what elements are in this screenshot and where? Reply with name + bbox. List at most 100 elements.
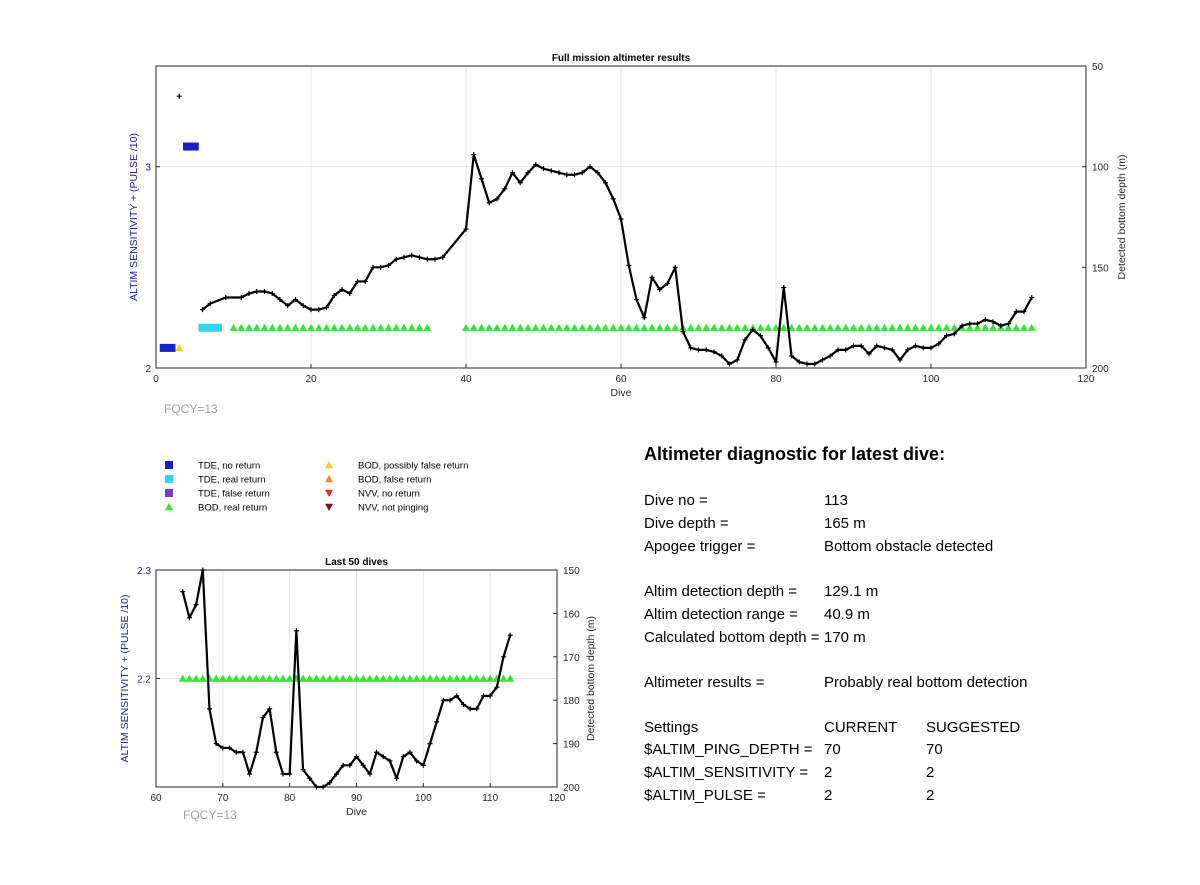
status-marker bbox=[307, 323, 315, 331]
depth-point bbox=[1006, 321, 1011, 327]
legend: TDE, no return TDE, real return TDE, false… bbox=[165, 461, 468, 514]
depth-point bbox=[843, 347, 849, 353]
diag-value: Probably real bottom detection bbox=[824, 674, 1028, 691]
depth-point bbox=[471, 152, 477, 158]
status-marker bbox=[278, 674, 287, 682]
status-marker bbox=[479, 674, 488, 682]
depth-point bbox=[501, 654, 507, 660]
depth-point bbox=[206, 706, 212, 712]
status-marker bbox=[426, 674, 435, 682]
status-marker bbox=[379, 674, 388, 682]
depth-point bbox=[467, 706, 473, 712]
y-tick-label: 2 bbox=[145, 364, 151, 375]
x-tick-label: 40 bbox=[460, 374, 472, 385]
legend-label: TDE, no return bbox=[198, 461, 260, 472]
status-marker bbox=[369, 323, 377, 331]
y2-tick-label: 100 bbox=[1092, 163, 1109, 174]
legend-marker bbox=[325, 489, 333, 497]
status-marker bbox=[376, 323, 385, 331]
status-marker bbox=[942, 323, 951, 331]
legend-label: TDE, real return bbox=[198, 475, 266, 486]
depth-point bbox=[427, 741, 433, 747]
status-marker bbox=[756, 323, 765, 331]
depth-point bbox=[440, 697, 446, 703]
diag-value: 113 bbox=[824, 492, 848, 509]
y-tick-label: 3 bbox=[145, 163, 151, 174]
status-marker bbox=[305, 674, 314, 682]
depth-point bbox=[220, 745, 226, 751]
depth-point bbox=[432, 256, 438, 262]
status-marker bbox=[710, 323, 718, 331]
depth-point bbox=[603, 180, 608, 186]
depth-point bbox=[176, 93, 182, 99]
legend-label: BOD, possibly false return bbox=[358, 461, 468, 472]
status-marker bbox=[965, 323, 974, 331]
depth-point bbox=[347, 291, 353, 297]
y2-tick-label: 150 bbox=[1092, 263, 1109, 274]
legend-marker bbox=[325, 475, 333, 483]
status-marker bbox=[733, 323, 742, 331]
status-marker bbox=[192, 674, 201, 682]
depth-point bbox=[703, 347, 709, 353]
depth-point bbox=[959, 323, 965, 329]
depth-point bbox=[951, 331, 957, 337]
depth-point bbox=[378, 264, 384, 270]
x-tick-label: 0 bbox=[153, 374, 159, 385]
x-tick-label: 90 bbox=[351, 793, 363, 804]
depth-point bbox=[440, 254, 446, 260]
setting-current: 2 bbox=[824, 764, 833, 781]
depth-point bbox=[424, 256, 430, 262]
depth-point bbox=[494, 196, 500, 202]
depth-point bbox=[223, 295, 229, 301]
depth-point bbox=[572, 172, 577, 178]
status-marker bbox=[283, 323, 292, 331]
status-marker bbox=[385, 674, 394, 682]
depth-point bbox=[207, 301, 213, 307]
depth-point bbox=[200, 567, 206, 573]
depth-point bbox=[758, 333, 763, 339]
status-marker bbox=[365, 674, 374, 682]
x-tick-label: 80 bbox=[770, 374, 782, 385]
depth-point bbox=[339, 286, 345, 292]
status-marker bbox=[361, 323, 370, 331]
y2-tick-label: 200 bbox=[563, 783, 580, 794]
status-marker bbox=[325, 674, 334, 682]
status-marker bbox=[359, 674, 368, 682]
status-marker bbox=[419, 674, 428, 682]
setting-suggested: 2 bbox=[926, 787, 935, 804]
depth-point bbox=[454, 693, 460, 699]
depth-point bbox=[380, 754, 386, 760]
depth-point bbox=[355, 278, 360, 284]
depth-point bbox=[556, 170, 562, 176]
status-marker bbox=[601, 323, 610, 331]
depth-point bbox=[254, 288, 260, 294]
status-marker bbox=[539, 323, 548, 331]
status-marker bbox=[779, 323, 788, 331]
diagnostic-panel: Altimeter diagnostic for latest dive: Di… bbox=[644, 444, 1164, 804]
status-marker bbox=[258, 674, 267, 682]
setting-name: $ALTIM_PULSE = bbox=[644, 787, 766, 804]
diag-label: Altim detection depth = bbox=[644, 583, 798, 600]
status-marker bbox=[896, 323, 904, 331]
depth-point bbox=[507, 632, 513, 638]
depth-point bbox=[626, 262, 632, 268]
y2-tick-label: 160 bbox=[563, 609, 580, 620]
status-marker bbox=[508, 323, 517, 331]
depth-point bbox=[936, 341, 942, 347]
depth-point bbox=[727, 361, 732, 367]
fqcy-note: FQCY=13 bbox=[164, 402, 218, 416]
status-marker bbox=[291, 323, 300, 331]
depth-point bbox=[1029, 295, 1035, 301]
x-tick-label: 80 bbox=[284, 793, 296, 804]
status-marker bbox=[252, 674, 261, 682]
x-tick-label: 70 bbox=[217, 793, 229, 804]
status-marker bbox=[198, 323, 207, 332]
depth-point bbox=[313, 784, 319, 790]
status-marker bbox=[632, 323, 641, 331]
status-marker bbox=[252, 323, 261, 331]
status-marker bbox=[423, 323, 432, 331]
status-marker bbox=[973, 323, 982, 331]
status-marker bbox=[353, 323, 362, 331]
status-marker bbox=[617, 323, 625, 331]
